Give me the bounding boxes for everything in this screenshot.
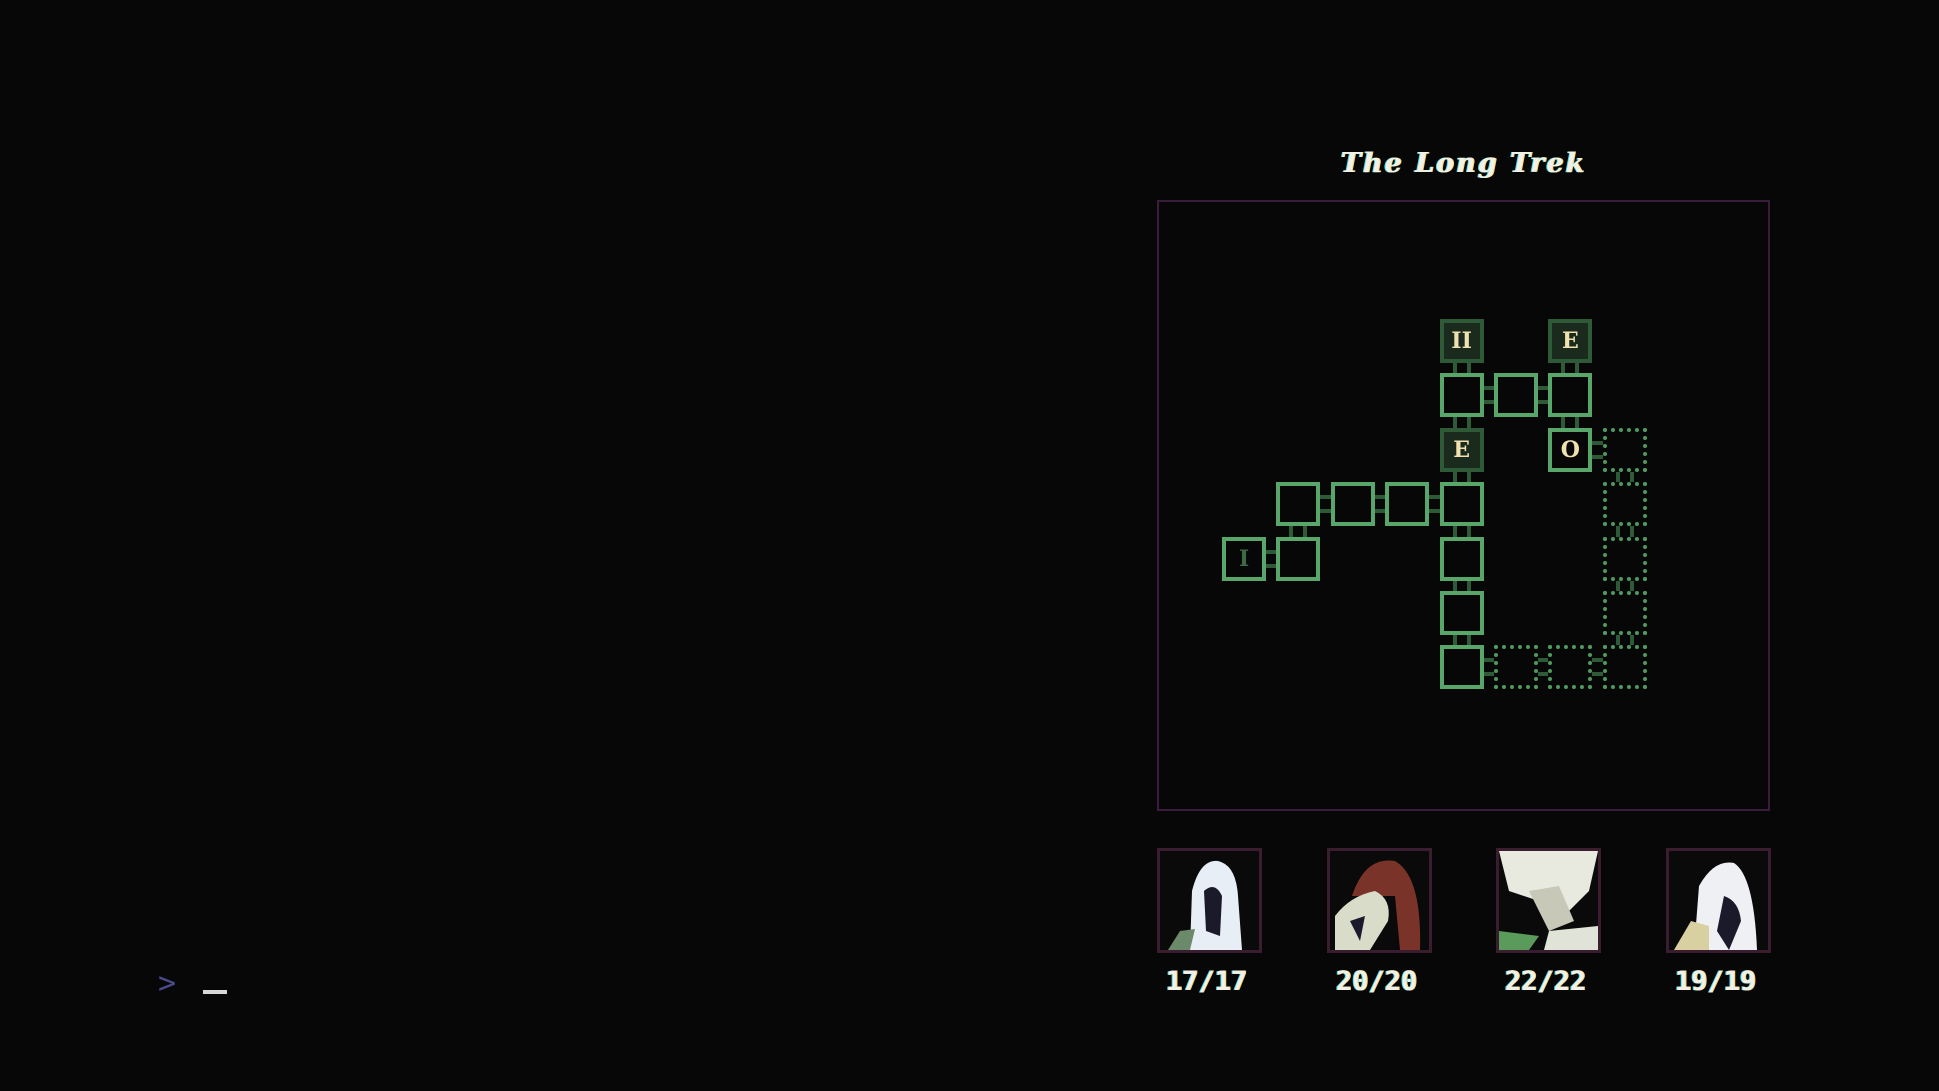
room-glyph: II: [1451, 328, 1472, 354]
dungeon-map: [1157, 200, 1770, 811]
map-room-unexplored[interactable]: [1494, 645, 1538, 690]
map-corridor: [1629, 635, 1634, 646]
map-room-unexplored[interactable]: [1602, 645, 1647, 690]
party-portrait-1[interactable]: [1157, 848, 1262, 953]
map-corridor: [1592, 672, 1603, 677]
map-room[interactable]: [1439, 645, 1484, 690]
room-glyph: E: [1562, 328, 1579, 354]
map-corridor: [1320, 509, 1331, 514]
map-corridor: [1452, 526, 1457, 537]
map-corridor: [1629, 580, 1634, 591]
map-corridor: [1452, 471, 1457, 483]
map-corridor: [1452, 580, 1457, 591]
pale-hooded-figure-icon: [1168, 860, 1242, 950]
room-glyph: I: [1238, 545, 1250, 572]
map-room[interactable]: [1439, 373, 1484, 418]
map-corridor: [1629, 526, 1634, 537]
party-portrait-2[interactable]: [1327, 848, 1432, 953]
map-room[interactable]: [1385, 482, 1430, 527]
map-room[interactable]: E: [1548, 319, 1593, 363]
map-corridor: [1320, 495, 1331, 500]
map-corridor: [1452, 363, 1457, 374]
red-hooded-figure-icon: [1335, 860, 1421, 950]
map-room-unexplored[interactable]: [1602, 536, 1647, 581]
map-room-unexplored[interactable]: [1548, 645, 1593, 690]
map-corridor: [1629, 471, 1634, 483]
map-corridor: [1615, 635, 1620, 646]
map-room[interactable]: [1494, 373, 1538, 418]
party-portrait-4[interactable]: [1666, 848, 1771, 953]
map-corridor: [1289, 526, 1294, 537]
map-corridor: [1538, 386, 1549, 391]
room-glyph: E: [1453, 436, 1470, 463]
command-input-cursor[interactable]: [203, 990, 227, 994]
map-corridor: [1615, 471, 1620, 483]
map-corridor: [1466, 635, 1471, 646]
map-corridor: [1483, 400, 1494, 405]
map-corridor: [1575, 417, 1580, 428]
map-room[interactable]: [1439, 536, 1484, 581]
map-corridor: [1615, 580, 1620, 591]
map-corridor: [1483, 386, 1494, 391]
map-corridor: [1452, 417, 1457, 428]
pale-hooded-figure-2-icon: [1674, 862, 1757, 950]
party-portrait-3[interactable]: [1496, 848, 1601, 953]
party-hp-2: 20/20: [1335, 966, 1418, 997]
map-room[interactable]: E: [1439, 427, 1484, 472]
map-room[interactable]: O: [1548, 427, 1593, 472]
party-hp-4: 19/19: [1674, 966, 1757, 997]
map-room[interactable]: II: [1439, 319, 1484, 363]
map-corridor: [1538, 672, 1549, 677]
map-room[interactable]: [1276, 482, 1321, 527]
map-corridor: [1592, 454, 1603, 459]
map-corridor: [1466, 417, 1471, 428]
map-room[interactable]: I: [1222, 536, 1266, 581]
map-corridor: [1561, 363, 1566, 374]
map-corridor: [1303, 526, 1308, 537]
map-corridor: [1538, 658, 1549, 663]
wild-haired-figure-icon: [1499, 851, 1598, 950]
map-corridor: [1592, 658, 1603, 663]
map-corridor: [1466, 580, 1471, 591]
map-room[interactable]: [1439, 591, 1484, 635]
map-room[interactable]: [1439, 482, 1484, 527]
map-corridor: [1483, 672, 1494, 677]
map-corridor: [1266, 549, 1277, 554]
map-room-unexplored[interactable]: [1602, 591, 1647, 635]
party-hp-1: 17/17: [1165, 966, 1248, 997]
map-room[interactable]: [1276, 536, 1321, 581]
map-corridor: [1575, 363, 1580, 374]
map-corridor: [1374, 495, 1386, 500]
map-corridor: [1483, 658, 1494, 663]
map-corridor: [1592, 440, 1603, 445]
map-room-unexplored[interactable]: [1602, 482, 1647, 527]
map-room[interactable]: [1330, 482, 1375, 527]
map-room[interactable]: [1548, 373, 1593, 418]
map-corridor: [1429, 495, 1440, 500]
map-room-unexplored[interactable]: [1602, 427, 1647, 472]
map-corridor: [1429, 509, 1440, 514]
map-corridor: [1466, 526, 1471, 537]
map-corridor: [1615, 526, 1620, 537]
party-hp-3: 22/22: [1504, 966, 1587, 997]
map-title: The Long Trek: [1340, 148, 1587, 179]
map-corridor: [1466, 363, 1471, 374]
map-corridor: [1561, 417, 1566, 428]
map-corridor: [1452, 635, 1457, 646]
map-corridor: [1374, 509, 1386, 514]
room-glyph: O: [1560, 436, 1580, 463]
map-corridor: [1538, 400, 1549, 405]
map-corridor: [1266, 563, 1277, 568]
command-prompt: >: [158, 966, 177, 1001]
map-corridor: [1466, 471, 1471, 483]
